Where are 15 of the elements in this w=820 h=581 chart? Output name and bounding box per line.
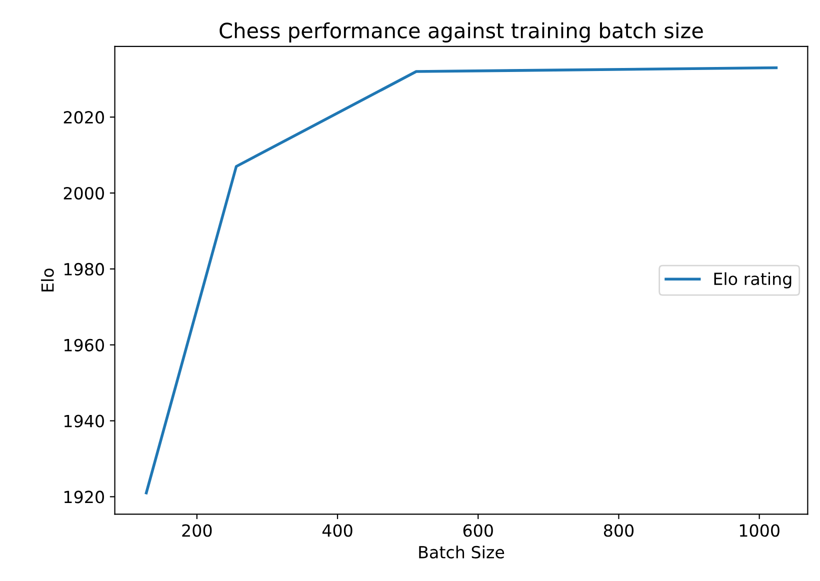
x-axis-title: Batch Size	[419, 546, 504, 558]
y-tick-label: 1960	[64, 338, 104, 352]
x-tick-label: 400	[322, 524, 352, 537]
x-tick-label: 200	[182, 524, 212, 537]
y-tick-label: 2000	[64, 186, 104, 200]
y-tick-label: 2020	[64, 111, 104, 124]
y-axis-title: Elo	[40, 268, 54, 292]
y-tick-label: 1980	[64, 262, 104, 276]
x-tick-label: 600	[463, 524, 493, 537]
chart-title: Chess performance against training batch size	[220, 22, 703, 42]
x-tick-label: 800	[604, 524, 634, 537]
x-tick-label: 1000	[740, 524, 780, 537]
legend-label: Elo rating	[714, 272, 792, 288]
y-tick-label: 1940	[64, 414, 104, 428]
y-tick-label: 1920	[64, 490, 104, 504]
